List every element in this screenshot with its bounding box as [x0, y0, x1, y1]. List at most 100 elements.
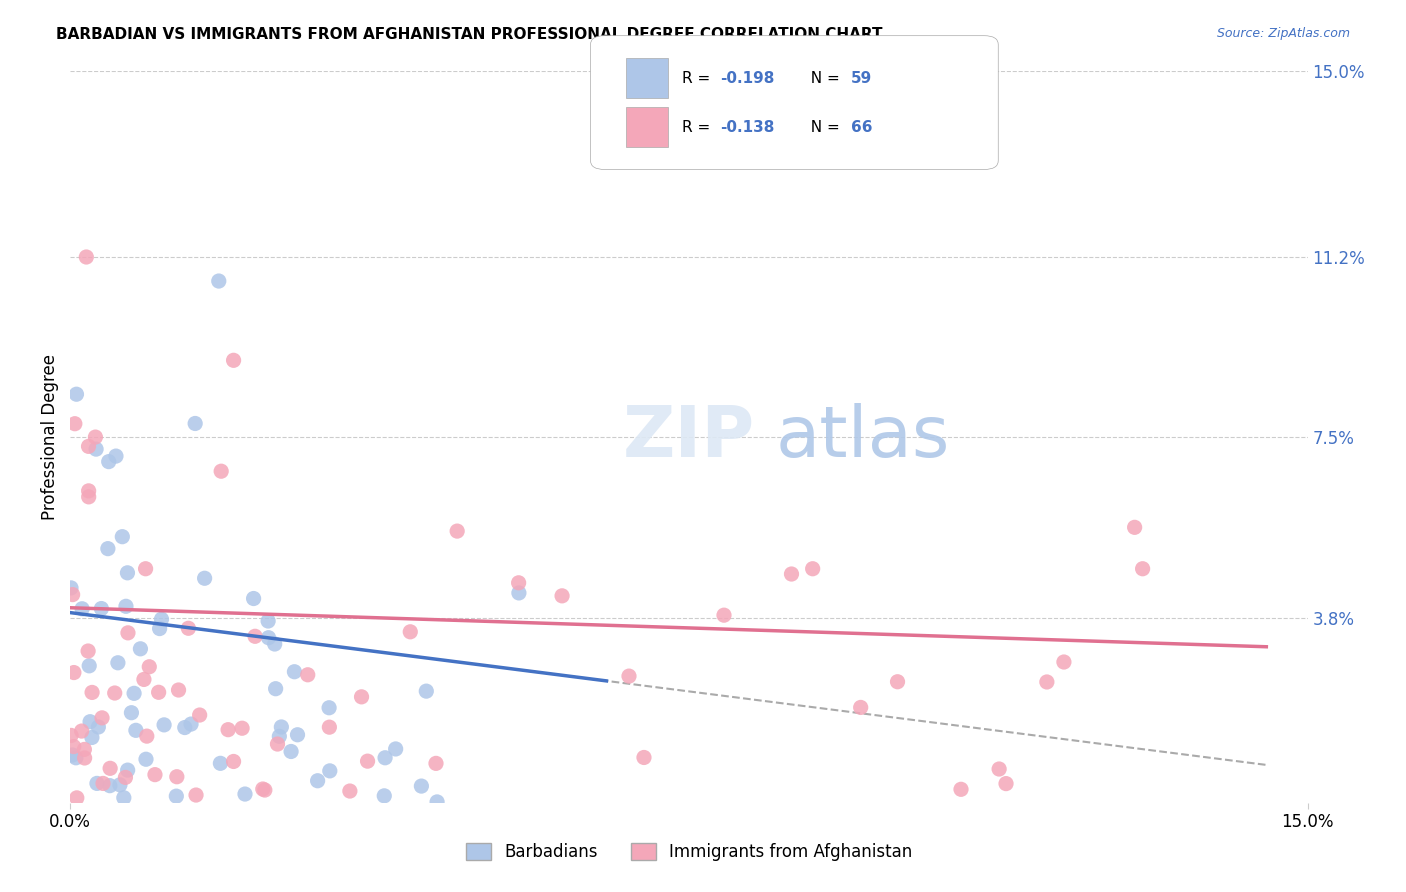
Text: Source: ZipAtlas.com: Source: ZipAtlas.com — [1216, 27, 1350, 40]
Immigrants from Afghanistan — [297, 667, 319, 681]
Barbadians — [242, 591, 264, 606]
Immigrants from Afghanistan — [222, 755, 245, 769]
Immigrants from Afghanistan — [231, 721, 253, 735]
Immigrants from Afghanistan — [617, 669, 640, 683]
Text: R =: R = — [682, 71, 716, 86]
Barbadians — [86, 776, 108, 790]
Immigrants from Afghanistan — [551, 589, 574, 603]
Immigrants from Afghanistan — [222, 353, 245, 368]
Barbadians — [80, 731, 103, 745]
Immigrants from Afghanistan — [252, 782, 274, 797]
Barbadians — [77, 658, 100, 673]
Barbadians — [165, 789, 187, 804]
Barbadians — [374, 751, 396, 765]
Immigrants from Afghanistan — [98, 761, 121, 775]
Barbadians — [87, 720, 110, 734]
Barbadians — [373, 789, 395, 803]
Immigrants from Afghanistan — [950, 782, 973, 797]
Immigrants from Afghanistan — [104, 686, 127, 700]
Immigrants from Afghanistan — [713, 608, 735, 623]
Text: R =: R = — [682, 120, 716, 135]
Barbadians — [508, 586, 530, 600]
Immigrants from Afghanistan — [988, 762, 1011, 776]
Barbadians — [108, 778, 131, 792]
Immigrants from Afghanistan — [114, 771, 136, 785]
Immigrants from Afghanistan — [80, 685, 103, 699]
Text: 66: 66 — [851, 120, 872, 135]
Y-axis label: Professional Degree: Professional Degree — [41, 354, 59, 520]
Barbadians — [194, 571, 217, 585]
Immigrants from Afghanistan — [399, 624, 422, 639]
Barbadians — [257, 614, 280, 628]
Barbadians — [135, 752, 157, 766]
Immigrants from Afghanistan — [801, 562, 824, 576]
Barbadians — [280, 744, 302, 758]
Immigrants from Afghanistan — [633, 750, 655, 764]
Immigrants from Afghanistan — [209, 464, 232, 478]
Immigrants from Afghanistan — [253, 783, 276, 797]
Barbadians — [111, 530, 134, 544]
Text: -0.198: -0.198 — [720, 71, 775, 86]
Immigrants from Afghanistan — [63, 417, 86, 431]
Barbadians — [97, 455, 120, 469]
Barbadians — [60, 581, 83, 595]
Immigrants from Afghanistan — [135, 562, 157, 576]
Immigrants from Afghanistan — [1132, 562, 1154, 576]
Barbadians — [318, 700, 340, 714]
Barbadians — [426, 795, 449, 809]
Barbadians — [184, 417, 207, 431]
Immigrants from Afghanistan — [70, 724, 93, 739]
Immigrants from Afghanistan — [339, 784, 361, 798]
Barbadians — [70, 601, 93, 615]
Barbadians — [90, 601, 112, 615]
Immigrants from Afghanistan — [77, 490, 100, 504]
Immigrants from Afghanistan — [73, 751, 96, 765]
Immigrants from Afghanistan — [184, 788, 207, 802]
Barbadians — [97, 541, 120, 556]
Barbadians — [208, 274, 231, 288]
Barbadians — [125, 723, 148, 738]
Immigrants from Afghanistan — [143, 767, 166, 781]
Barbadians — [115, 599, 138, 614]
Immigrants from Afghanistan — [166, 770, 188, 784]
Barbadians — [287, 728, 309, 742]
Barbadians — [264, 681, 287, 696]
Immigrants from Afghanistan — [66, 790, 89, 805]
Immigrants from Afghanistan — [62, 588, 84, 602]
Barbadians — [79, 714, 101, 729]
Text: N =: N = — [801, 120, 845, 135]
Immigrants from Afghanistan — [84, 430, 107, 444]
Immigrants from Afghanistan — [91, 711, 114, 725]
Immigrants from Afghanistan — [217, 723, 239, 737]
Barbadians — [117, 566, 139, 580]
Barbadians — [84, 442, 107, 456]
Barbadians — [384, 742, 406, 756]
Immigrants from Afghanistan — [63, 665, 86, 680]
Immigrants from Afghanistan — [1053, 655, 1076, 669]
Barbadians — [112, 790, 135, 805]
Barbadians — [120, 706, 142, 720]
Immigrants from Afghanistan — [886, 674, 908, 689]
Barbadians — [270, 720, 292, 734]
Barbadians — [307, 773, 329, 788]
Immigrants from Afghanistan — [132, 673, 155, 687]
Barbadians — [98, 779, 121, 793]
Immigrants from Afghanistan — [266, 737, 288, 751]
Immigrants from Afghanistan — [62, 739, 84, 754]
Barbadians — [60, 747, 83, 762]
Immigrants from Afghanistan — [60, 728, 83, 742]
Immigrants from Afghanistan — [425, 756, 447, 771]
Text: 59: 59 — [851, 71, 872, 86]
Immigrants from Afghanistan — [780, 567, 803, 582]
Barbadians — [153, 718, 176, 732]
Immigrants from Afghanistan — [1036, 675, 1059, 690]
Immigrants from Afghanistan — [243, 629, 266, 643]
Barbadians — [209, 756, 232, 771]
Immigrants from Afghanistan — [356, 754, 378, 768]
Barbadians — [173, 721, 195, 735]
Text: N =: N = — [801, 71, 845, 86]
Barbadians — [257, 631, 280, 645]
Barbadians — [150, 612, 173, 626]
Immigrants from Afghanistan — [77, 439, 100, 453]
Immigrants from Afghanistan — [77, 644, 100, 658]
